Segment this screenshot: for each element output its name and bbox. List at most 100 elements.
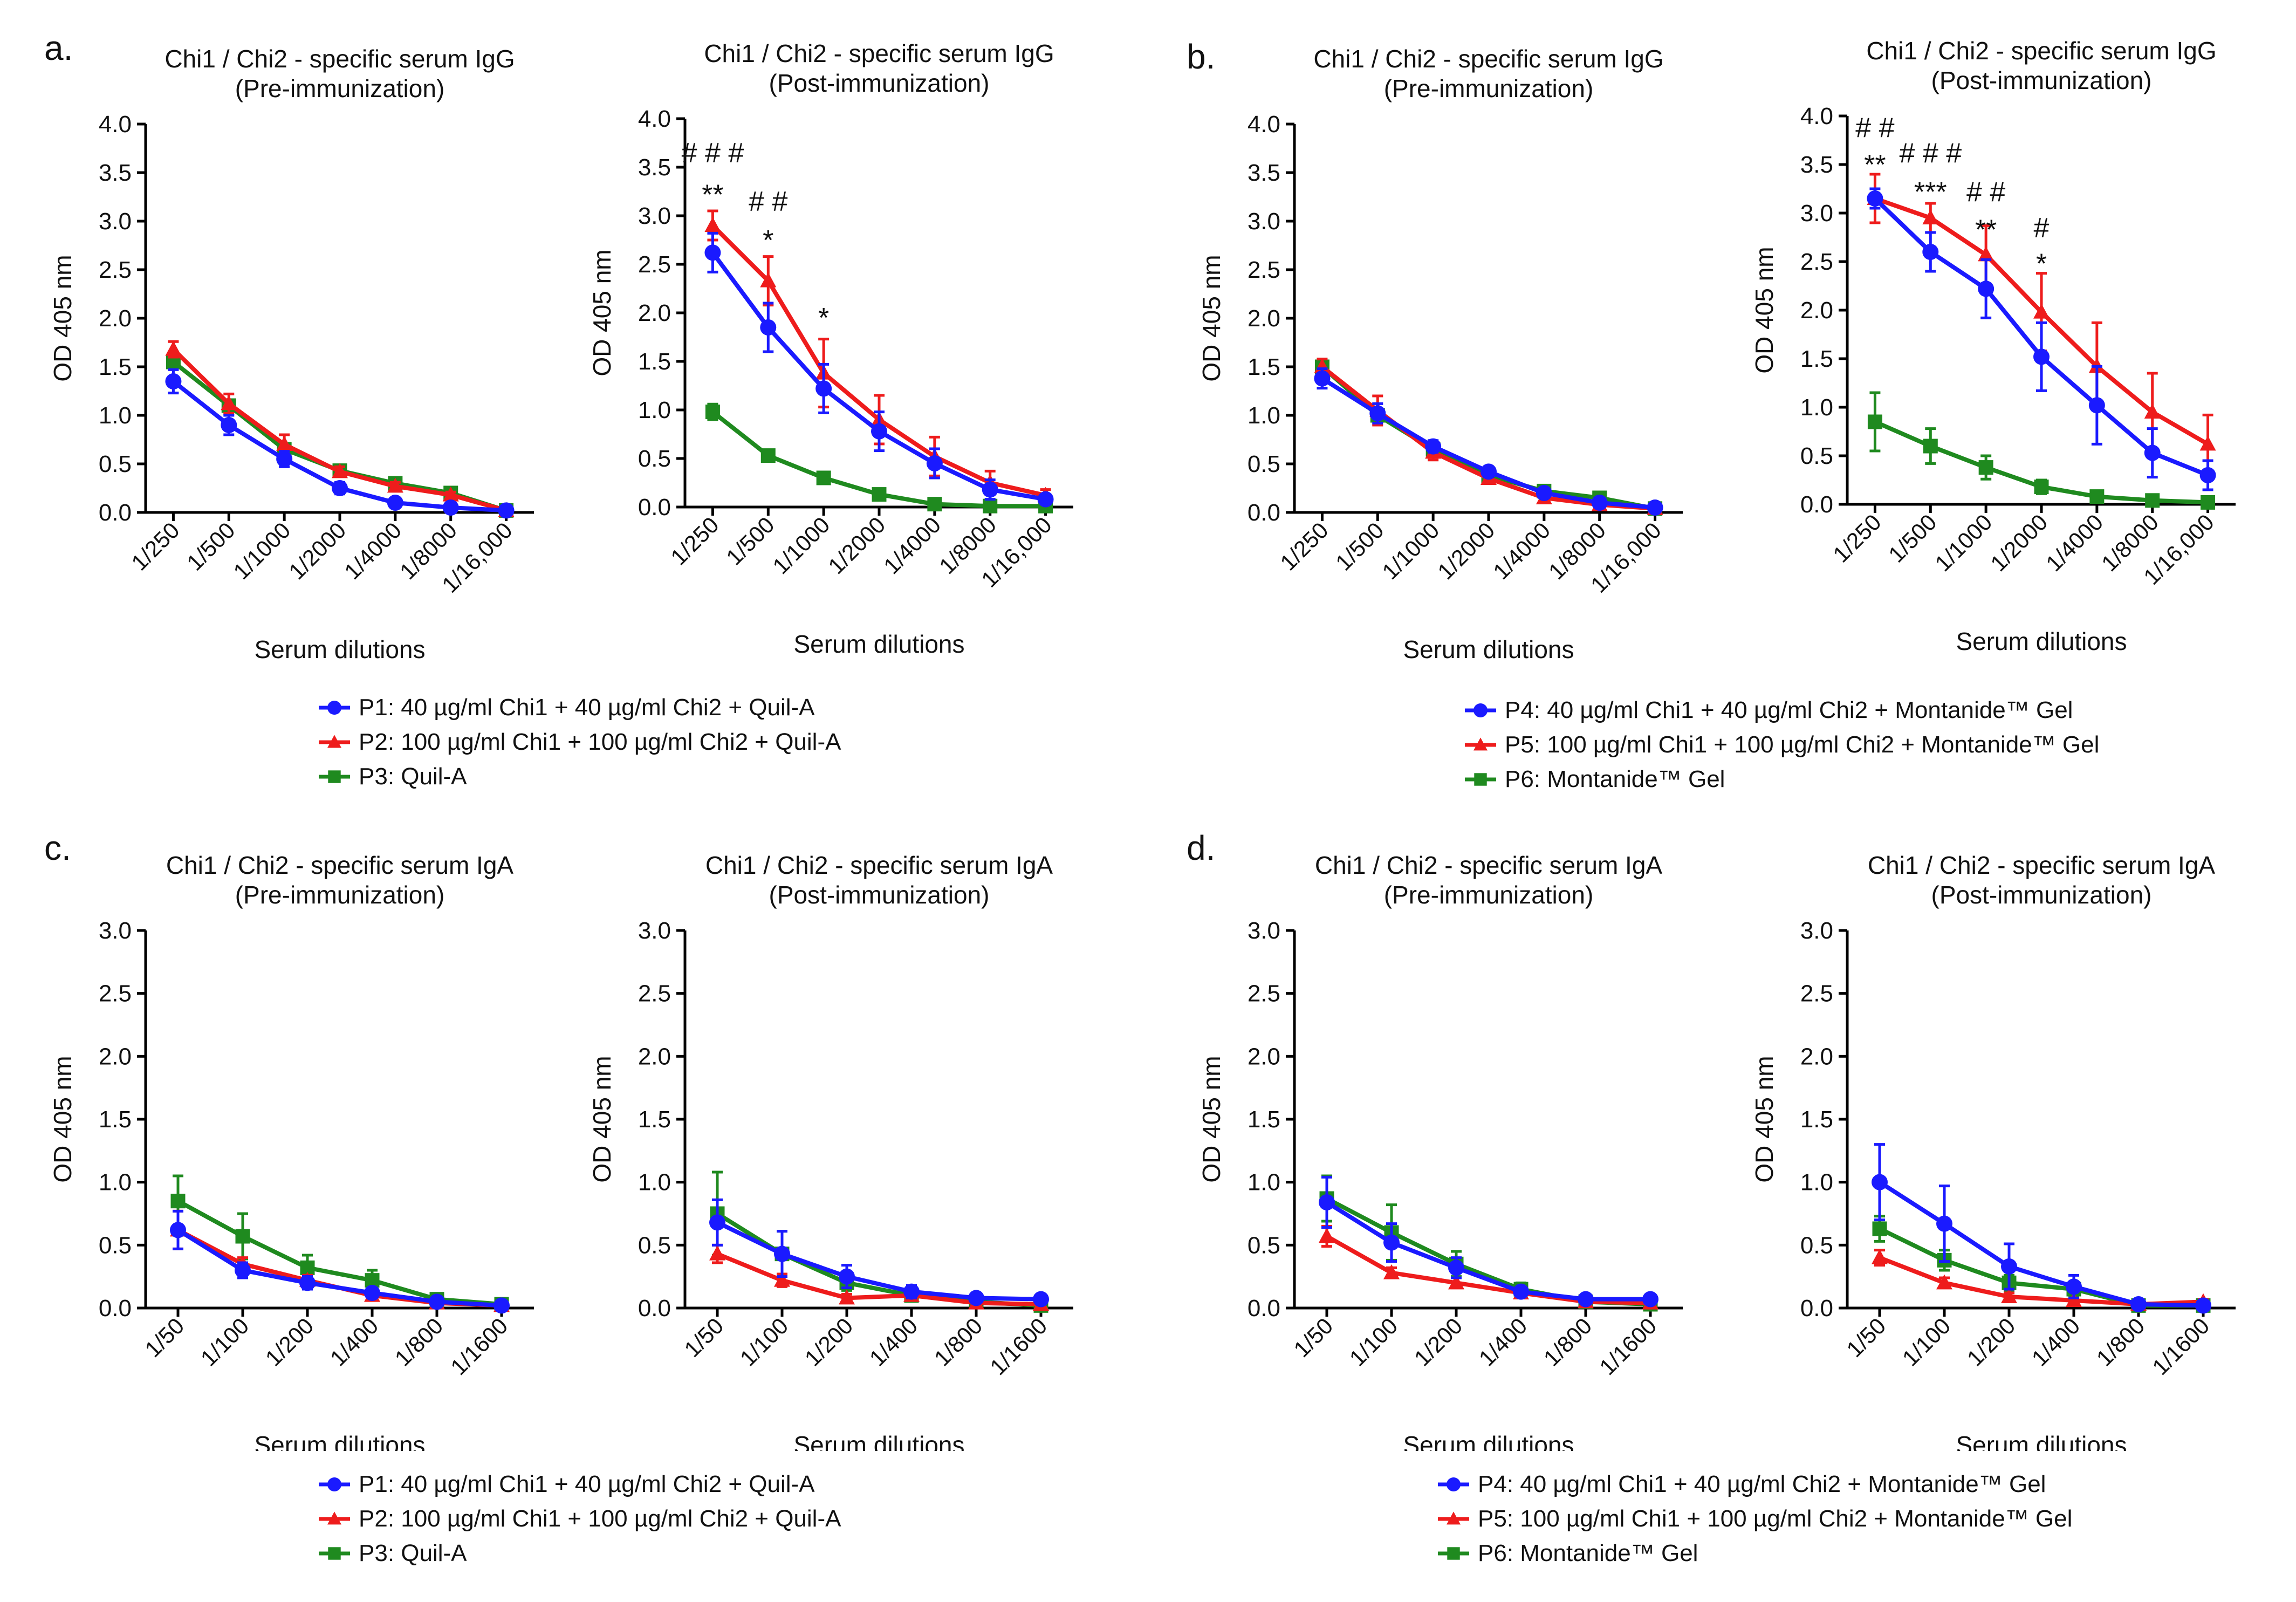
data-point [1033,1291,1049,1307]
data-point [927,497,942,512]
chart-subtitle: (Post-immunization) [1931,881,2152,909]
chart-subtitle: (Pre-immunization) [235,74,445,102]
chart-title: Chi1 / Chi2 - specific serum IgG [1866,37,2216,65]
data-point [1425,438,1442,455]
significance-label: * [818,303,829,334]
data-point [2088,397,2105,414]
y-axis-label: OD 405 nm [1197,255,1225,381]
y-tick-label: 0.5 [638,446,671,472]
y-tick-label: 0.0 [1248,499,1280,526]
data-point [1319,1194,1335,1210]
data-point [1591,495,1608,511]
significance-label: *** [1914,176,1947,208]
data-point [816,470,831,485]
data-point [709,1214,725,1231]
series-line-p4 [1878,1180,2204,1308]
legend-label: P6: Montanide™ Gel [1505,766,1725,792]
legend-item: P2: 100 µg/ml Chi1 + 100 µg/ml Chi2 + Qu… [316,725,841,759]
data-point [760,272,777,287]
legend-item: P1: 40 µg/ml Chi1 + 40 µg/ml Chi2 + Quil… [316,690,841,725]
legend-label: P1: 40 µg/ml Chi1 + 40 µg/ml Chi2 + Quil… [359,1471,815,1497]
chart-d-pre-iga: Chi1 / Chi2 - specific serum IgA(Pre-imm… [1197,851,1683,1451]
y-tick-label: 0.0 [99,1295,132,1322]
legend-marker-icon [319,1511,350,1525]
x-tick-label: 1/100 [1345,1313,1403,1371]
x-tick-label: 1/1000 [228,517,295,584]
x-tick-label: 1/100 [1897,1313,1956,1371]
legend-marker-icon [1438,1477,1469,1491]
significance-label: # # [1855,113,1894,144]
data-point [704,244,721,261]
data-point [2089,489,2105,504]
data-point [235,1262,251,1278]
data-point [709,1245,725,1261]
x-tick-label: 1/1000 [1377,517,1444,584]
y-tick-label: 0.5 [1248,451,1280,477]
y-tick-label: 4.0 [1800,103,1833,129]
data-point [221,417,237,433]
data-point [1936,1274,1952,1290]
y-axis-label: OD 405 nm [49,1056,77,1182]
data-point [2199,435,2216,451]
legend-marker-icon [319,701,350,715]
y-tick-label: 0.0 [638,494,671,521]
x-axis-label: Serum dilutions [1956,627,2127,655]
data-point [2001,1258,2017,1275]
legend-point [1474,773,1487,786]
legend-item: P1: 40 µg/ml Chi1 + 40 µg/ml Chi2 + Quil… [316,1467,841,1502]
x-tick-label: 1/1600 [985,1313,1052,1380]
legend-label: P2: 100 µg/ml Chi1 + 100 µg/ml Chi2 + Qu… [359,729,841,755]
x-axis-label: Serum dilutions [254,635,425,663]
x-tick-label: 1/4000 [2041,509,2108,576]
legend-marker-icon [319,1547,350,1560]
legend-label: P2: 100 µg/ml Chi1 + 100 µg/ml Chi2 + Qu… [359,1505,841,1532]
x-tick-label: 1/800 [1539,1313,1597,1371]
data-point [2130,1296,2147,1312]
x-tick-label: 1/800 [2092,1313,2150,1371]
legend-item: P4: 40 µg/ml Chi1 + 40 µg/ml Chi2 + Mont… [1462,693,2099,728]
x-tick-label: 1/4000 [339,517,406,584]
legend-point [1447,1547,1460,1560]
y-tick-label: 3.5 [1248,160,1280,186]
series-line-p1 [176,1228,502,1308]
chart-subtitle: (Pre-immunization) [1384,74,1594,102]
series-line-p6 [1879,1227,2203,1308]
y-tick-label: 2.0 [1800,1043,1833,1070]
y-axis-label: OD 405 nm [1750,247,1778,373]
data-point [1922,209,1939,224]
x-tick-label: 1/800 [390,1313,448,1371]
data-point [1647,499,1663,516]
significance-label: # # # [682,138,744,169]
y-tick-label: 0.0 [1800,491,1833,518]
data-point [2199,467,2216,483]
data-point [2001,1288,2017,1303]
x-tick-label: 1/4000 [1488,517,1555,584]
legend-marker-icon [319,1477,350,1491]
x-axis-label: Serum dilutions [1956,1431,2127,1451]
y-tick-label: 0.0 [638,1295,671,1322]
data-point [1481,463,1497,480]
x-axis-label: Serum dilutions [254,1431,425,1451]
data-point [1872,1174,1888,1190]
legend-point [1447,1477,1461,1491]
y-tick-label: 3.5 [638,154,671,181]
series-line-p5 [1879,1255,2204,1307]
y-tick-label: 0.5 [99,1232,132,1258]
legend-marker-icon [1465,703,1496,717]
legend-label: P5: 100 µg/ml Chi1 + 100 µg/ml Chi2 + Mo… [1505,731,2100,758]
y-tick-label: 1.5 [638,348,671,375]
data-point [1978,460,1993,475]
legend-label: P6: Montanide™ Gel [1478,1540,1698,1566]
y-tick-label: 1.0 [1800,1169,1833,1196]
chart-d-post-iga: Chi1 / Chi2 - specific serum IgA(Post-im… [1750,851,2236,1451]
significance-label: ** [1975,215,1997,246]
data-point [429,1293,445,1310]
data-point [2066,1292,2082,1307]
data-point [1448,1274,1464,1290]
y-tick-label: 1.5 [99,1106,132,1133]
y-tick-label: 1.5 [638,1106,671,1133]
y-tick-label: 2.0 [1800,297,1833,324]
x-tick-label: 1/200 [261,1313,319,1371]
x-tick-label: 1/4000 [879,512,945,579]
y-axis-label: OD 405 nm [1197,1056,1225,1182]
